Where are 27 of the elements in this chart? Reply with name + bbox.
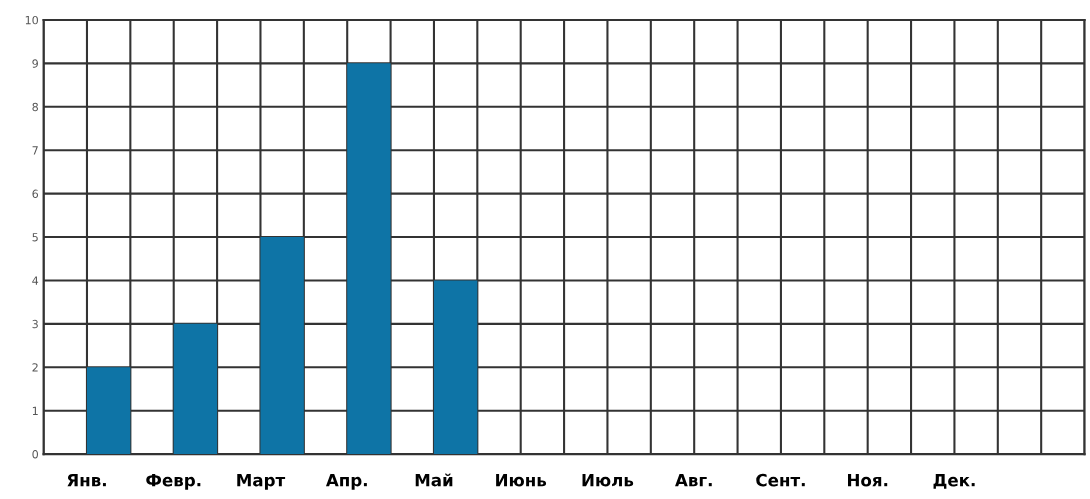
y-tick-label: 0 xyxy=(32,450,38,459)
y-tick-label: 5 xyxy=(32,233,38,242)
y-tick-label: 3 xyxy=(32,319,38,329)
y-tick-label: 4 xyxy=(32,276,39,285)
y-tick-label: 7 xyxy=(32,146,38,155)
x-tick-label: Авг. xyxy=(675,474,712,487)
y-tick-label: 8 xyxy=(32,102,38,112)
x-tick-label: Май xyxy=(415,473,453,487)
x-tick-label: Сент. xyxy=(756,473,805,487)
bar xyxy=(86,367,131,455)
y-tick-label: 1 xyxy=(32,406,38,415)
x-tick-label: Дек. xyxy=(933,474,975,489)
x-tick-label: Февр. xyxy=(146,474,201,490)
y-tick-label: 2 xyxy=(32,363,38,372)
y-tick-label: 6 xyxy=(32,189,39,198)
x-tick-label: Ноя. xyxy=(848,474,888,487)
y-tick-label: 9 xyxy=(32,59,38,68)
y-tick-label: 10 xyxy=(25,15,38,25)
x-tick-label: Июль xyxy=(582,474,634,487)
bar xyxy=(347,63,391,455)
bar xyxy=(260,237,304,455)
x-tick-label: Янв. xyxy=(67,474,106,487)
x-tick-label: Апр. xyxy=(325,474,367,490)
bar xyxy=(433,280,478,455)
x-tick-label: Март xyxy=(237,474,286,490)
bar xyxy=(173,323,218,455)
x-tick-label: Июнь xyxy=(496,474,547,487)
